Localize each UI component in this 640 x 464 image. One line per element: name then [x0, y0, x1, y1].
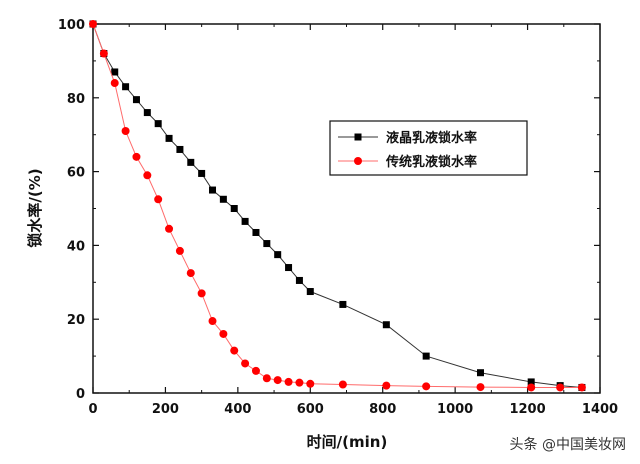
x-axis-title: 时间/(min): [307, 433, 388, 451]
y-tick-label: 100: [58, 18, 85, 33]
data-point: [219, 329, 228, 338]
data-point: [382, 381, 391, 390]
x-tick-label: 600: [297, 402, 324, 417]
y-axis-title: 锁水率/(%): [26, 168, 44, 247]
data-point: [197, 289, 206, 298]
data-point: [476, 383, 485, 392]
data-point: [132, 152, 141, 161]
x-tick-label: 800: [369, 402, 396, 417]
data-point: [186, 269, 195, 278]
data-point: [295, 378, 304, 387]
x-tick-label: 0: [88, 402, 97, 417]
data-point: [132, 96, 140, 104]
data-point: [154, 195, 163, 204]
data-point: [219, 195, 227, 203]
data-point: [527, 378, 535, 386]
data-point: [306, 288, 314, 296]
data-point: [241, 359, 250, 368]
data-point: [175, 246, 184, 255]
data-point: [306, 379, 315, 388]
legend-label: 传统乳液锁水率: [385, 154, 477, 170]
data-point: [252, 228, 260, 236]
data-point: [577, 383, 586, 392]
data-point: [527, 383, 536, 392]
data-point: [143, 171, 152, 180]
legend-marker: [354, 157, 362, 165]
data-point: [422, 382, 431, 391]
series-line: [92, 23, 582, 388]
data-point: [295, 276, 303, 284]
data-point: [422, 352, 430, 360]
y-tick-label: 80: [67, 92, 85, 107]
data-point: [165, 224, 174, 233]
y-tick-label: 20: [67, 313, 85, 328]
data-point: [230, 205, 238, 212]
data-point: [241, 217, 249, 225]
watermark: 头条 @中国美妆网: [509, 437, 626, 453]
x-tick-label: 400: [224, 402, 251, 417]
data-point: [338, 380, 347, 389]
data-point: [230, 346, 239, 355]
data-point: [89, 20, 97, 28]
data-point: [143, 109, 151, 117]
series-0: [89, 20, 586, 391]
data-point: [273, 376, 282, 385]
data-point: [274, 251, 282, 259]
data-point: [111, 68, 119, 76]
data-point: [285, 264, 293, 272]
data-point: [110, 79, 119, 88]
data-point: [556, 383, 565, 392]
data-point: [99, 49, 108, 58]
data-point: [208, 317, 217, 326]
plot-frame: [92, 23, 601, 394]
series-line: [92, 23, 582, 388]
x-tick-label: 1200: [509, 402, 545, 417]
data-point: [382, 321, 390, 329]
data-point: [339, 300, 347, 308]
y-tick-label: 0: [76, 387, 85, 402]
data-point: [251, 366, 260, 375]
x-tick-label: 1000: [437, 402, 473, 417]
data-point: [262, 374, 271, 383]
data-point: [121, 127, 130, 136]
data-point: [187, 158, 195, 166]
series-1: [89, 20, 586, 392]
data-point: [165, 134, 173, 142]
data-point: [209, 186, 217, 194]
x-tick-label: 1400: [582, 402, 618, 417]
y-tick-label: 40: [67, 239, 85, 254]
data-point: [198, 169, 206, 177]
legend-label: 液晶乳液锁水率: [386, 130, 477, 146]
legend-marker: [354, 133, 362, 141]
data-point: [154, 120, 162, 128]
x-tick-label: 200: [152, 402, 179, 417]
data-point: [284, 377, 293, 386]
data-point: [263, 240, 271, 248]
data-point: [476, 369, 484, 377]
legend-box: [329, 120, 528, 176]
data-point: [176, 145, 184, 153]
y-tick-label: 60: [67, 166, 85, 181]
data-point: [122, 83, 130, 91]
